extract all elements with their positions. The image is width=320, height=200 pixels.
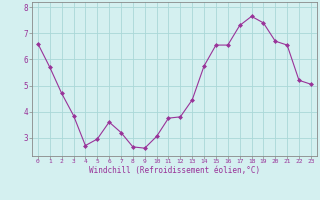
X-axis label: Windchill (Refroidissement éolien,°C): Windchill (Refroidissement éolien,°C) [89, 166, 260, 175]
